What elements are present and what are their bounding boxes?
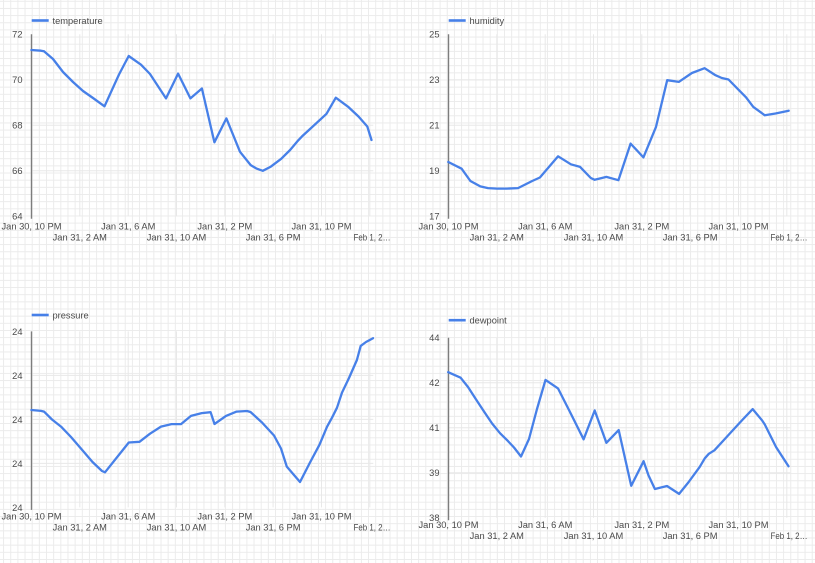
- svg-text:17: 17: [429, 212, 439, 222]
- svg-text:Jan 30, 10 PM: Jan 30, 10 PM: [419, 221, 479, 231]
- svg-text:temperature: temperature: [53, 16, 103, 26]
- svg-text:Jan 31, 10 AM: Jan 31, 10 AM: [564, 233, 623, 243]
- svg-text:Jan 31, 2 PM: Jan 31, 2 PM: [614, 221, 669, 231]
- svg-text:Jan 30, 10 PM: Jan 30, 10 PM: [2, 221, 62, 231]
- svg-text:19: 19: [429, 166, 439, 176]
- svg-text:Jan 31, 2 AM: Jan 31, 2 AM: [470, 233, 524, 243]
- svg-text:humidity: humidity: [470, 16, 505, 26]
- svg-text:38: 38: [429, 513, 439, 523]
- svg-text:Jan 31, 6 AM: Jan 31, 6 AM: [518, 221, 572, 231]
- svg-text:Jan 31, 10 PM: Jan 31, 10 PM: [292, 511, 352, 521]
- svg-text:25: 25: [429, 30, 439, 40]
- svg-text:Jan 31, 2 AM: Jan 31, 2 AM: [470, 531, 524, 541]
- svg-text:Jan 30, 10 PM: Jan 30, 10 PM: [2, 511, 62, 521]
- svg-text:Jan 30, 10 PM: Jan 30, 10 PM: [419, 520, 479, 530]
- svg-text:pressure: pressure: [53, 310, 89, 320]
- svg-text:Jan 31, 10 AM: Jan 31, 10 AM: [147, 233, 206, 243]
- svg-text:24: 24: [12, 415, 22, 425]
- svg-text:Feb 1, 2…: Feb 1, 2…: [354, 233, 391, 243]
- svg-text:70: 70: [12, 75, 22, 85]
- svg-text:Jan 31, 10 PM: Jan 31, 10 PM: [709, 520, 769, 530]
- svg-text:Jan 31, 10 PM: Jan 31, 10 PM: [292, 221, 352, 231]
- svg-text:44: 44: [429, 333, 439, 343]
- svg-text:Jan 31, 2 PM: Jan 31, 2 PM: [197, 511, 252, 521]
- svg-text:39: 39: [429, 468, 439, 478]
- svg-text:Jan 31, 10 PM: Jan 31, 10 PM: [709, 221, 769, 231]
- svg-text:Feb 1, 2…: Feb 1, 2…: [771, 531, 808, 541]
- svg-text:Jan 31, 6 AM: Jan 31, 6 AM: [101, 511, 155, 521]
- svg-text:Jan 31, 6 PM: Jan 31, 6 PM: [663, 233, 718, 243]
- svg-text:64: 64: [12, 212, 22, 222]
- svg-text:Jan 31, 10 AM: Jan 31, 10 AM: [564, 531, 623, 541]
- svg-text:Jan 31, 2 PM: Jan 31, 2 PM: [197, 221, 252, 231]
- svg-text:42: 42: [429, 378, 439, 388]
- svg-text:Jan 31, 6 PM: Jan 31, 6 PM: [663, 531, 718, 541]
- svg-text:Feb 1, 2…: Feb 1, 2…: [771, 233, 808, 243]
- svg-text:68: 68: [12, 121, 22, 131]
- svg-text:24: 24: [12, 503, 22, 513]
- svg-text:Jan 31, 2 PM: Jan 31, 2 PM: [614, 520, 669, 530]
- svg-text:24: 24: [12, 327, 22, 337]
- svg-text:Jan 31, 6 AM: Jan 31, 6 AM: [101, 221, 155, 231]
- svg-text:Jan 31, 6 PM: Jan 31, 6 PM: [246, 523, 301, 533]
- svg-text:Jan 31, 2 AM: Jan 31, 2 AM: [53, 523, 107, 533]
- svg-text:72: 72: [12, 30, 22, 40]
- svg-text:24: 24: [12, 459, 22, 469]
- svg-text:Jan 31, 10 AM: Jan 31, 10 AM: [147, 523, 206, 533]
- svg-text:Jan 31, 6 PM: Jan 31, 6 PM: [246, 233, 301, 243]
- svg-text:41: 41: [429, 423, 439, 433]
- svg-text:Feb 1, 2…: Feb 1, 2…: [354, 523, 391, 533]
- svg-text:Jan 31, 6 AM: Jan 31, 6 AM: [518, 520, 572, 530]
- svg-text:Jan 31, 2 AM: Jan 31, 2 AM: [53, 233, 107, 243]
- svg-text:24: 24: [12, 371, 22, 381]
- svg-text:dewpoint: dewpoint: [470, 316, 508, 326]
- svg-text:66: 66: [12, 166, 22, 176]
- svg-text:21: 21: [429, 121, 439, 131]
- svg-text:23: 23: [429, 75, 439, 85]
